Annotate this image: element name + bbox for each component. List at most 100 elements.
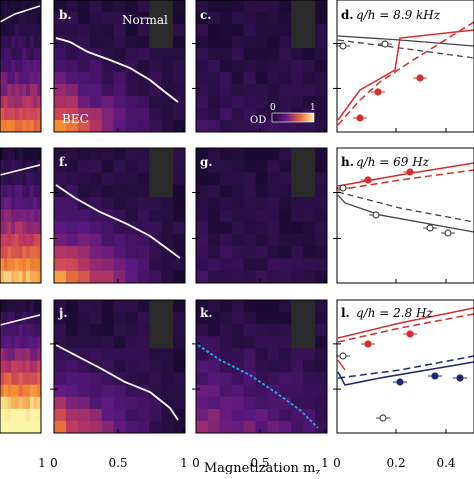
heatmap-cell [315,408,328,422]
heatmap-cell [255,197,268,210]
heatmap-cell [207,324,221,337]
heatmap-cell [207,48,221,61]
heatmap-cell [18,148,23,161]
heatmap-cell [243,60,256,73]
heatmap-cell [173,300,186,313]
heatmap-cell [255,348,268,361]
heatmap-cell [77,60,91,73]
heatmap-cell [11,48,16,61]
heatmap-cell [267,221,280,235]
heatmap-cell [3,372,8,386]
heatmap-cell [11,221,16,235]
heatmap-cell [18,384,23,398]
heatmap-cell [243,172,256,186]
heatmap-cell [243,258,256,272]
heatmap-cell [113,312,126,325]
heatmap-cell [7,408,12,422]
heatmap-cell [26,172,31,186]
heatmap-cell [0,396,5,410]
heatmap-cell [137,120,150,133]
heatmap-cell [196,0,209,13]
heatmap-cell [255,172,268,186]
heatmap-cell [54,384,67,398]
heatmap-cell [22,48,27,61]
heatmap-cell [29,209,34,223]
panel-label-c: c. [200,8,211,22]
heatmap-cell [11,360,16,373]
heatmap-cell [125,258,138,272]
heatmap-cell [243,408,256,422]
heatmap-cell [0,312,5,325]
heatmap-cell [7,48,12,61]
data-point [372,211,380,219]
heatmap-cell [315,221,328,235]
heatmap-cell [231,84,245,97]
heatmap-cell [207,233,221,247]
heatmap-cell [101,233,114,247]
data-point [456,374,464,382]
heatmap-cell [54,348,67,361]
heatmap-cell [161,396,174,410]
heatmap-cell [243,108,256,121]
heatmap-cell [207,36,221,49]
heatmap-cell [18,360,23,373]
heatmap-cell [65,270,79,284]
heatmap-cell [315,12,328,25]
heatmap-cell [29,12,34,25]
heatmap-cell [315,160,328,173]
heatmap-cell [303,60,316,73]
heatmap-cell [113,84,126,97]
heatmap-cell [315,300,328,313]
heatmap-cell [22,108,27,121]
heatmap-cell [33,84,38,97]
heatmap-cell [125,12,138,25]
heatmap-cell [37,108,42,121]
heatmap-cell [291,48,304,61]
heatmap-cell [0,60,5,73]
heatmap-cell [89,233,103,247]
theory-curve [337,361,474,386]
heatmap-cell [255,160,268,173]
heatmap-cell [231,48,245,61]
heatmap-cell [54,24,67,37]
heatmap-cell [315,312,328,325]
heatmap-cell [11,324,16,337]
heatmap-cell [173,0,186,13]
heatmap-cell [315,246,328,259]
bec-phase-label: BEC [62,112,89,126]
heatmap-cell [54,84,67,97]
heatmap-cell [243,336,256,349]
heatmap-cell [219,148,233,161]
heatmap-cell [54,396,67,410]
heatmap-cell [7,96,12,109]
heatmap-cell [161,336,174,349]
heatmap-cell [29,312,34,325]
data-point [356,114,364,122]
heatmap-cell [11,24,16,37]
heatmap-cell [137,48,150,61]
heatmap-cell [33,60,38,73]
heatmap-cell [101,270,114,284]
heatmap-cell [149,270,162,284]
heatmap-cell [37,24,42,37]
heatmap-cell [196,396,209,410]
heatmap-cell [18,84,23,97]
heatmap-cell [33,172,38,186]
heatmap-cell [161,209,174,223]
heatmap-cell [101,36,114,49]
heatmap-cell [18,120,23,133]
heatmap-cell [267,24,280,37]
heatmap-cell [137,312,150,325]
heatmap-cell [18,396,23,410]
heatmap-cell [54,36,67,49]
heatmap-cell [207,72,221,85]
heatmap-cell [33,48,38,61]
heatmap-cell [196,312,209,325]
heatmap-cell [0,348,5,361]
heatmap-cell [0,184,5,198]
heatmap-cell [173,209,186,223]
heatmap-cell [291,60,304,73]
heatmap-cell [315,372,328,386]
heatmap-cell [243,270,256,284]
heatmap-cell [291,24,304,37]
